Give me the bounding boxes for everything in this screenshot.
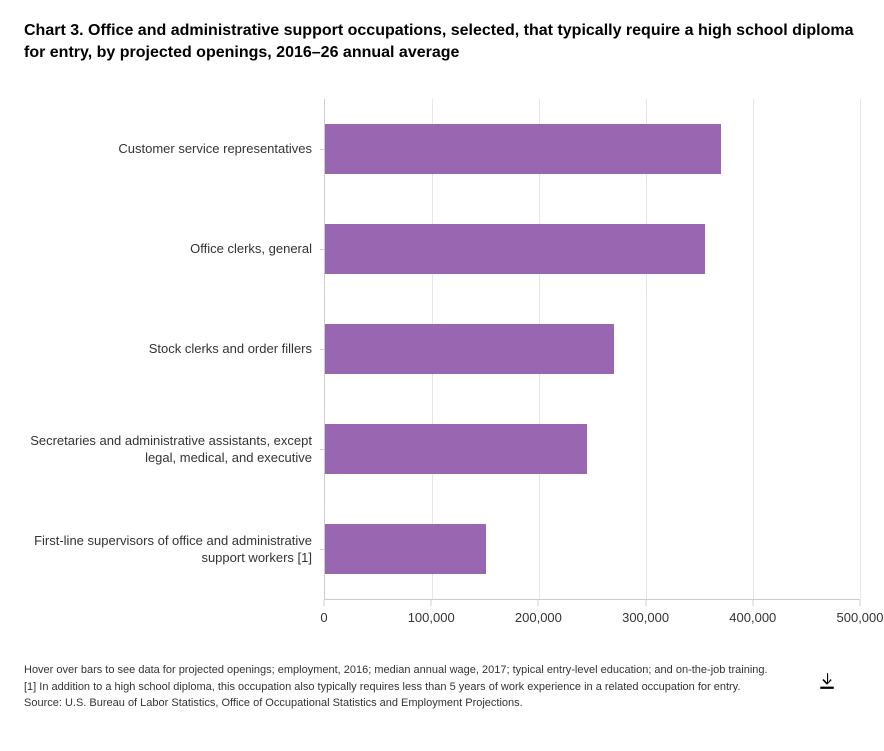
x-tick-label: 0 <box>320 610 327 625</box>
bars <box>325 99 860 599</box>
bar-row <box>325 299 860 399</box>
y-label: Stock clerks and order fillers <box>24 299 316 399</box>
bar[interactable] <box>325 124 721 174</box>
x-tick-label: 100,000 <box>408 610 455 625</box>
footnotes: Hover over bars to see data for projecte… <box>24 662 860 712</box>
y-tick <box>320 349 325 350</box>
bar-row <box>325 199 860 299</box>
y-label: First-line supervisors of office and adm… <box>24 499 316 599</box>
y-tick <box>320 549 325 550</box>
footnote-hover: Hover over bars to see data for projecte… <box>24 662 820 679</box>
y-axis-labels: Customer service representatives Office … <box>24 99 324 600</box>
bar-row <box>325 499 860 599</box>
footnote-1: [1] In addition to a high school diploma… <box>24 679 820 696</box>
x-axis: 0100,000200,000300,000400,000500,000 <box>324 600 860 634</box>
x-tick-label: 300,000 <box>622 610 669 625</box>
download-icon[interactable] <box>818 672 836 690</box>
chart-title: Chart 3. Office and administrative suppo… <box>24 20 860 63</box>
bar-row <box>325 399 860 499</box>
x-tick-label: 200,000 <box>515 610 562 625</box>
bar[interactable] <box>325 224 705 274</box>
y-label: Customer service representatives <box>24 99 316 199</box>
x-tick-label: 500,000 <box>837 610 884 625</box>
y-tick <box>320 149 325 150</box>
y-label: Secretaries and administrative assistant… <box>24 399 316 499</box>
footnote-source: Source: U.S. Bureau of Labor Statistics,… <box>24 695 820 712</box>
bar-row <box>325 99 860 199</box>
bar[interactable] <box>325 424 587 474</box>
y-label: Office clerks, general <box>24 199 316 299</box>
plot-area <box>324 99 860 600</box>
y-tick <box>320 449 325 450</box>
chart-container: Customer service representatives Office … <box>24 99 860 634</box>
y-tick <box>320 249 325 250</box>
x-tick-label: 400,000 <box>729 610 776 625</box>
bar[interactable] <box>325 324 614 374</box>
bar[interactable] <box>325 524 486 574</box>
